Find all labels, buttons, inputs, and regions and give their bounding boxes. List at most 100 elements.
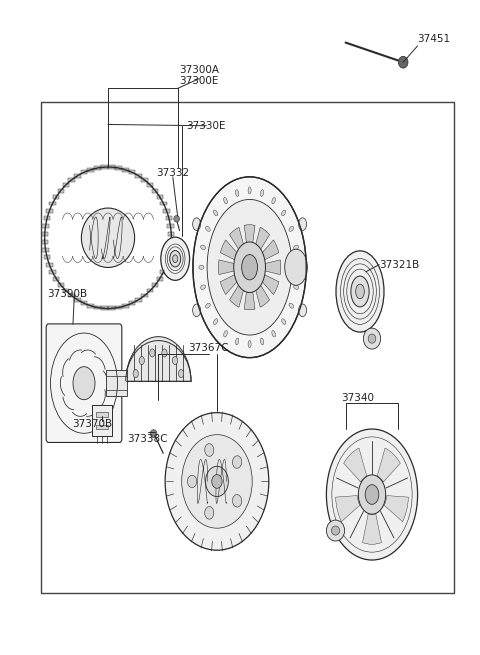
Ellipse shape (331, 526, 340, 535)
Ellipse shape (179, 369, 184, 378)
Ellipse shape (272, 331, 276, 337)
FancyBboxPatch shape (42, 224, 48, 228)
Wedge shape (362, 514, 382, 544)
Ellipse shape (133, 369, 138, 378)
FancyBboxPatch shape (81, 170, 87, 174)
FancyBboxPatch shape (58, 283, 64, 287)
FancyBboxPatch shape (163, 263, 170, 267)
Ellipse shape (241, 255, 258, 280)
Wedge shape (220, 267, 250, 295)
Ellipse shape (214, 210, 217, 215)
FancyBboxPatch shape (152, 283, 158, 287)
Ellipse shape (282, 319, 286, 324)
Ellipse shape (326, 520, 345, 541)
Text: 37321B: 37321B (379, 259, 420, 270)
Ellipse shape (192, 304, 201, 316)
Text: 37300A: 37300A (179, 65, 219, 75)
FancyBboxPatch shape (101, 165, 108, 169)
FancyBboxPatch shape (168, 224, 174, 228)
Ellipse shape (170, 250, 180, 267)
FancyBboxPatch shape (74, 174, 81, 178)
FancyBboxPatch shape (163, 209, 170, 213)
Wedge shape (250, 227, 270, 267)
Text: 37390B: 37390B (47, 289, 87, 299)
Ellipse shape (261, 338, 264, 345)
FancyBboxPatch shape (62, 183, 69, 187)
Ellipse shape (193, 177, 306, 358)
Ellipse shape (285, 249, 307, 286)
FancyBboxPatch shape (108, 307, 115, 310)
Ellipse shape (150, 430, 157, 438)
FancyBboxPatch shape (94, 306, 100, 309)
Bar (106, 370, 127, 396)
Ellipse shape (236, 338, 239, 345)
FancyBboxPatch shape (68, 178, 74, 182)
Ellipse shape (201, 285, 205, 290)
Ellipse shape (356, 284, 364, 299)
Wedge shape (250, 260, 281, 274)
Wedge shape (220, 240, 250, 267)
FancyBboxPatch shape (81, 301, 87, 305)
Ellipse shape (261, 190, 264, 196)
FancyBboxPatch shape (53, 277, 60, 280)
Wedge shape (126, 337, 191, 381)
FancyBboxPatch shape (116, 166, 122, 170)
FancyBboxPatch shape (122, 304, 129, 308)
Wedge shape (218, 260, 250, 274)
FancyBboxPatch shape (46, 324, 122, 443)
Wedge shape (229, 267, 250, 307)
Wedge shape (250, 267, 270, 307)
Ellipse shape (336, 251, 384, 332)
Ellipse shape (161, 237, 190, 280)
FancyBboxPatch shape (116, 306, 122, 309)
FancyBboxPatch shape (122, 168, 129, 172)
Wedge shape (336, 496, 360, 521)
Ellipse shape (224, 198, 228, 204)
FancyBboxPatch shape (42, 240, 48, 244)
FancyBboxPatch shape (142, 293, 148, 297)
Wedge shape (250, 240, 279, 267)
FancyBboxPatch shape (46, 209, 53, 213)
FancyBboxPatch shape (168, 232, 174, 236)
FancyBboxPatch shape (62, 289, 69, 292)
Ellipse shape (294, 285, 299, 290)
FancyBboxPatch shape (152, 189, 158, 193)
Ellipse shape (139, 356, 144, 365)
FancyBboxPatch shape (166, 255, 172, 259)
Ellipse shape (326, 429, 418, 560)
FancyBboxPatch shape (53, 195, 60, 198)
Ellipse shape (174, 215, 180, 222)
Ellipse shape (192, 218, 201, 231)
Wedge shape (229, 227, 250, 267)
FancyBboxPatch shape (142, 178, 148, 182)
Ellipse shape (234, 242, 265, 293)
FancyBboxPatch shape (108, 165, 115, 169)
Ellipse shape (187, 476, 197, 487)
Ellipse shape (224, 331, 228, 337)
Ellipse shape (82, 208, 134, 267)
Ellipse shape (205, 227, 210, 231)
FancyBboxPatch shape (44, 216, 50, 220)
Wedge shape (244, 267, 255, 310)
Ellipse shape (289, 303, 294, 308)
Ellipse shape (236, 190, 239, 196)
Wedge shape (244, 225, 255, 267)
Ellipse shape (232, 456, 242, 468)
Ellipse shape (282, 210, 286, 215)
Ellipse shape (365, 485, 379, 504)
Ellipse shape (295, 265, 300, 269)
Ellipse shape (248, 187, 251, 194)
FancyBboxPatch shape (49, 270, 56, 274)
Wedge shape (377, 448, 400, 482)
FancyBboxPatch shape (135, 174, 142, 178)
Ellipse shape (45, 167, 171, 309)
FancyBboxPatch shape (160, 270, 167, 274)
FancyBboxPatch shape (94, 166, 100, 170)
Ellipse shape (248, 341, 251, 348)
Wedge shape (344, 448, 367, 482)
Ellipse shape (162, 349, 167, 357)
Ellipse shape (150, 349, 155, 357)
Ellipse shape (299, 304, 307, 316)
Wedge shape (384, 496, 408, 521)
Bar (96, 413, 108, 417)
